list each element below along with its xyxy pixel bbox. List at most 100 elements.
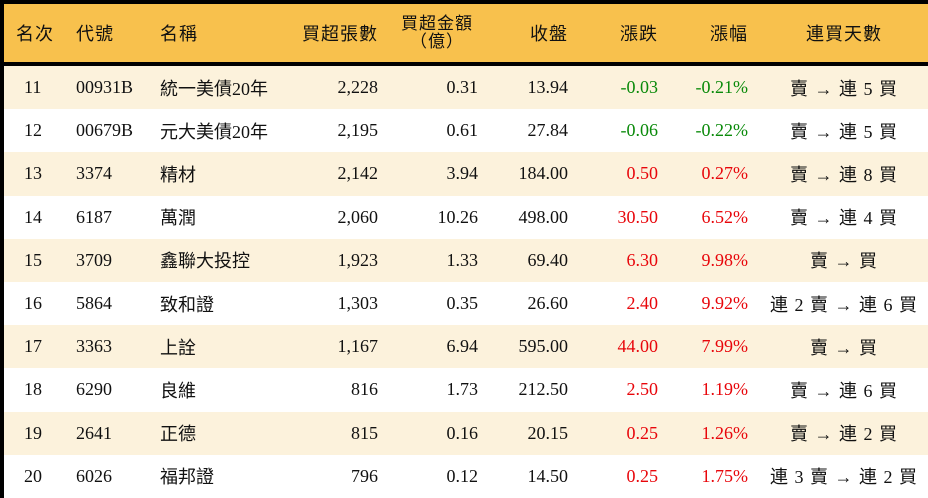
cell-rank: 15	[24, 249, 42, 270]
cell-name: 福邦證	[160, 467, 214, 488]
table-row: 12 00679B 元大美債20年 2,195 0.61 27.84 -0.06…	[4, 109, 928, 153]
header-net-buy-amount-line1: 買超金額	[401, 14, 473, 33]
cell-code: 2641	[76, 422, 112, 443]
header-consecutive-days: 連買天數	[806, 24, 882, 44]
cell-rank: 17	[24, 336, 42, 357]
cell-close: 595.00	[518, 336, 569, 357]
cell-rank: 12	[24, 120, 42, 141]
cell-name: 統一美債20年	[160, 78, 268, 99]
cell-consecutive-days: 賣 → 連 6 買	[790, 380, 898, 401]
cell-name: 上詮	[160, 337, 196, 358]
cell-rank: 19	[24, 422, 42, 443]
table-row: 13 3374 精材 2,142 3.94 184.00 0.50 0.27% …	[4, 152, 928, 196]
header-close: 收盤	[530, 24, 568, 44]
cell-change-pct: 9.92%	[701, 293, 749, 314]
header-divider	[4, 62, 928, 66]
cell-net-buy-lots: 1,923	[337, 249, 379, 270]
cell-code: 5864	[76, 293, 112, 314]
table-header: 名次 代號 名稱 買超張數 買超金額 （億） 收盤 漲跌 漲幅 連買天數	[4, 4, 928, 62]
cell-change: 0.25	[626, 465, 659, 486]
cell-net-buy-lots: 1,167	[337, 336, 379, 357]
cell-net-buy-lots: 2,195	[337, 120, 379, 141]
cell-rank: 11	[24, 77, 42, 98]
cell-close: 13.94	[527, 77, 569, 98]
cell-close: 26.60	[527, 293, 569, 314]
cell-change-pct: 9.98%	[701, 249, 749, 270]
cell-close: 14.50	[527, 465, 569, 486]
cell-net-buy-amount: 6.94	[446, 336, 479, 357]
cell-net-buy-lots: 815	[351, 422, 378, 443]
cell-code: 3363	[76, 336, 112, 357]
cell-rank: 18	[24, 379, 42, 400]
cell-change-pct: 7.99%	[701, 336, 749, 357]
header-name: 名稱	[160, 24, 198, 44]
cell-rank: 20	[24, 465, 42, 486]
cell-name: 元大美債20年	[160, 121, 268, 142]
cell-net-buy-amount: 1.33	[446, 249, 479, 270]
cell-consecutive-days: 賣 → 買	[810, 337, 878, 358]
cell-name: 鑫聯大投控	[160, 251, 250, 272]
cell-net-buy-lots: 2,060	[337, 206, 379, 227]
cell-net-buy-lots: 2,142	[337, 163, 379, 184]
cell-change-pct: 0.27%	[701, 163, 749, 184]
header-code: 代號	[76, 24, 114, 44]
table-row: 18 6290 良維 816 1.73 212.50 2.50 1.19% 賣 …	[4, 368, 928, 412]
cell-change-pct: -0.22%	[695, 120, 749, 141]
cell-change: 2.50	[626, 379, 659, 400]
cell-change: -0.06	[620, 120, 659, 141]
cell-close: 184.00	[518, 163, 569, 184]
cell-name: 正德	[160, 424, 196, 445]
header-net-buy-amount-line2: （億）	[410, 32, 464, 51]
cell-net-buy-lots: 2,228	[337, 77, 379, 98]
cell-name: 致和證	[160, 294, 214, 315]
cell-close: 69.40	[527, 249, 569, 270]
cell-code: 6026	[76, 465, 112, 486]
header-net-buy-amount: 買超金額 （億）	[392, 4, 482, 62]
table-row: 19 2641 正德 815 0.16 20.15 0.25 1.26% 賣 →…	[4, 411, 928, 455]
cell-close: 20.15	[527, 422, 569, 443]
cell-change: 30.50	[617, 206, 659, 227]
cell-code: 3709	[76, 249, 112, 270]
cell-net-buy-amount: 0.35	[446, 293, 479, 314]
cell-code: 3374	[76, 163, 112, 184]
cell-close: 498.00	[518, 206, 569, 227]
cell-close: 212.50	[518, 379, 569, 400]
cell-net-buy-lots: 816	[351, 379, 378, 400]
cell-consecutive-days: 賣 → 連 8 買	[790, 164, 898, 185]
cell-name: 精材	[160, 164, 196, 185]
table-row: 15 3709 鑫聯大投控 1,923 1.33 69.40 6.30 9.98…	[4, 238, 928, 282]
cell-name: 萬潤	[160, 208, 196, 229]
cell-rank: 14	[24, 206, 42, 227]
table-row: 16 5864 致和證 1,303 0.35 26.60 2.40 9.92% …	[4, 281, 928, 326]
cell-name: 良維	[160, 380, 196, 401]
cell-consecutive-days: 賣 → 連 5 買	[790, 121, 898, 142]
cell-change: 6.30	[626, 249, 659, 270]
cell-rank: 16	[24, 293, 42, 314]
cell-net-buy-amount: 3.94	[446, 163, 479, 184]
cell-change: 44.00	[617, 336, 659, 357]
header-net-buy-lots: 買超張數	[302, 24, 378, 44]
cell-net-buy-amount: 0.12	[446, 465, 479, 486]
cell-code: 00679B	[76, 120, 134, 141]
cell-net-buy-amount: 0.61	[446, 120, 479, 141]
cell-consecutive-days: 賣 → 買	[810, 251, 878, 272]
cell-change-pct: 1.19%	[701, 379, 749, 400]
cell-net-buy-amount: 0.16	[446, 422, 479, 443]
cell-consecutive-days: 賣 → 連 5 買	[790, 78, 898, 99]
cell-consecutive-days: 連 2 賣 → 連 6 買	[770, 294, 918, 315]
cell-change: 0.25	[626, 422, 659, 443]
cell-change: -0.03	[620, 77, 659, 98]
cell-net-buy-amount: 1.73	[446, 379, 479, 400]
header-rank: 名次	[16, 24, 54, 44]
table-row: 20 6026 福邦證 796 0.12 14.50 0.25 1.75% 連 …	[4, 454, 928, 498]
cell-close: 27.84	[527, 120, 569, 141]
cell-code: 6290	[76, 379, 112, 400]
cell-rank: 13	[24, 163, 42, 184]
cell-code: 6187	[76, 206, 112, 227]
cell-net-buy-lots: 796	[351, 465, 378, 486]
table-body: 11 00931B 統一美債20年 2,228 0.31 13.94 -0.03…	[4, 66, 928, 498]
table-row: 11 00931B 統一美債20年 2,228 0.31 13.94 -0.03…	[4, 66, 928, 110]
cell-change-pct: 1.75%	[701, 465, 749, 486]
cell-change: 0.50	[626, 163, 659, 184]
